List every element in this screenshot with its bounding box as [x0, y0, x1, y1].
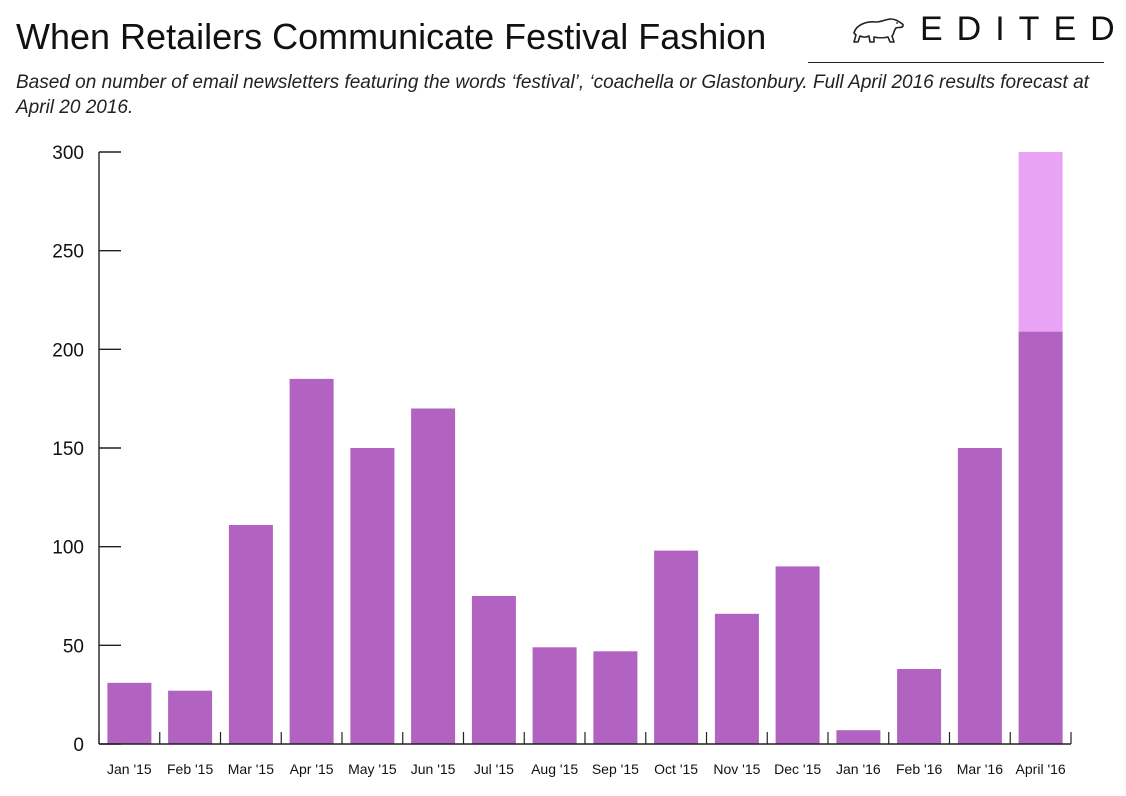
x-tick-label: Feb '16	[896, 761, 942, 777]
x-tick-label: Jun '15	[411, 761, 456, 777]
bar	[654, 550, 699, 744]
x-tick-label: Mar '15	[228, 761, 274, 777]
x-tick-label: April '16	[1016, 761, 1066, 777]
forecast-bar	[1018, 152, 1063, 332]
x-tick-label: Jul '15	[474, 761, 514, 777]
x-tick-label: Dec '15	[774, 761, 821, 777]
bar	[1018, 331, 1063, 744]
x-tick-label: Apr '15	[290, 761, 334, 777]
y-tick-label: 0	[73, 735, 84, 756]
x-tick-label: Oct '15	[654, 761, 698, 777]
y-tick-label: 50	[63, 636, 84, 657]
x-tick-label: Aug '15	[531, 761, 578, 777]
bar	[532, 647, 577, 744]
chart-title: When Retailers Communicate Festival Fash…	[16, 16, 767, 57]
y-tick-label: 250	[52, 242, 84, 263]
chart-subtitle: Based on number of email newsletters fea…	[16, 72, 1089, 118]
logo-text: EDITED	[920, 10, 1126, 48]
polar-bear-icon	[853, 17, 904, 43]
x-tick-label: May '15	[348, 761, 397, 777]
title-rule	[808, 62, 1104, 63]
bar	[228, 525, 273, 744]
y-tick-label: 300	[52, 143, 84, 164]
brand-logo: EDITED	[850, 10, 1126, 49]
x-tick-label: Jan '15	[107, 761, 152, 777]
x-tick-label: Nov '15	[713, 761, 760, 777]
bar	[897, 669, 942, 744]
x-tick-label: Sep '15	[592, 761, 639, 777]
bar	[107, 682, 152, 744]
x-tick-label: Jan '16	[836, 761, 881, 777]
bar	[471, 596, 516, 744]
bar	[350, 448, 395, 744]
x-tick-label: Mar '16	[957, 761, 1003, 777]
bar	[836, 730, 881, 744]
bar	[714, 613, 759, 744]
bar	[775, 566, 820, 744]
bar	[593, 651, 638, 744]
bar	[957, 448, 1002, 744]
bar	[168, 690, 213, 744]
y-tick-label: 200	[52, 340, 84, 361]
y-tick-label: 150	[52, 439, 84, 460]
y-tick-label: 100	[52, 538, 84, 559]
x-tick-label: Feb '15	[167, 761, 213, 777]
bar	[289, 378, 334, 744]
bar	[411, 408, 456, 744]
